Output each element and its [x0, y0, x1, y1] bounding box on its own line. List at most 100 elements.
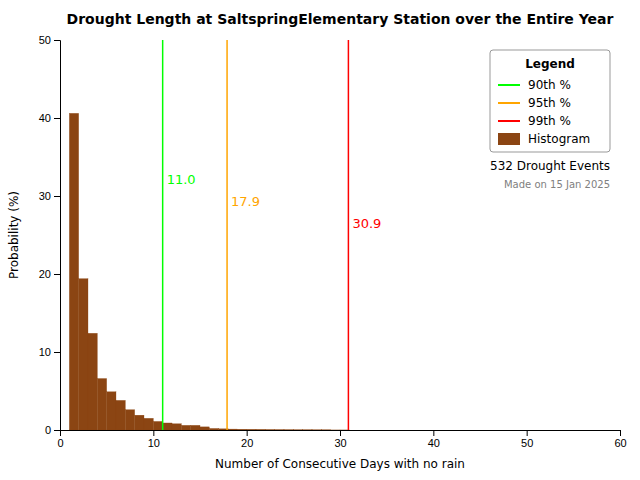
- bar: [144, 418, 153, 430]
- bar: [191, 425, 200, 430]
- tick-mark: [527, 430, 528, 436]
- x-axis-title: Number of Consecutive Days with no rain: [215, 457, 465, 471]
- bar: [293, 429, 302, 430]
- bar: [97, 379, 106, 430]
- legend-swatch: [498, 120, 520, 122]
- legend-item: 90th %: [498, 78, 571, 92]
- tick: 30: [334, 430, 346, 449]
- percentile-labels: 11.0 17.9 30.9: [167, 172, 382, 231]
- legend-title: Legend: [525, 57, 575, 71]
- bar: [284, 429, 293, 430]
- tick-mark: [340, 430, 341, 436]
- tick-label: 10: [148, 437, 160, 449]
- tick: 20: [39, 268, 60, 280]
- bar: [163, 423, 172, 430]
- tick-mark: [433, 430, 434, 436]
- bar: [265, 429, 274, 430]
- bar: [79, 279, 88, 430]
- axis-line: [61, 431, 621, 437]
- bar: [312, 429, 321, 430]
- plot-area: 0 10 20 30 40 50 60 0 10 20 30 40 50 11.0 17.9 30.9 Lege…: [39, 34, 627, 449]
- tick-mark: [54, 118, 60, 119]
- tick-mark: [54, 196, 60, 197]
- tick-mark: [54, 274, 60, 275]
- legend-swatch: [498, 102, 520, 104]
- legend-item: 99th %: [498, 114, 571, 128]
- tick-mark: [153, 430, 154, 436]
- bar: [237, 429, 246, 430]
- tick: 40: [428, 430, 440, 449]
- title: Drought Length at SaltspringElementary S…: [67, 11, 614, 27]
- tick-mark: [54, 40, 60, 41]
- annotation: 532 Drought Events: [490, 159, 610, 173]
- chart: 0 10 20 30 40 50 60 0 10 20 30 40 50 11.0 17.9 30.9 Lege…: [0, 0, 640, 480]
- legend-swatch: [498, 133, 520, 145]
- legend-label: Histogram: [528, 132, 590, 146]
- tick: 0: [57, 430, 63, 449]
- bar: [247, 429, 256, 430]
- bar: [275, 429, 284, 430]
- tick-label: 0: [57, 437, 63, 449]
- legend: Legend 90th % 95th % 99th % Histogram: [490, 50, 610, 152]
- percentile-label: 30.9: [352, 216, 381, 231]
- bar: [107, 392, 116, 430]
- tick-label: 10: [39, 346, 51, 358]
- y-axis: 0 10 20 30 40 50: [39, 34, 61, 436]
- tick: 50: [39, 34, 60, 46]
- legend-item: 95th %: [498, 96, 571, 110]
- legend-item: Histogram: [498, 132, 590, 146]
- marks: [69, 40, 349, 430]
- tick: 0: [45, 424, 60, 436]
- percentile-line: [226, 40, 228, 430]
- bar: [153, 421, 162, 430]
- annotation: Made on 15 Jan 2025: [504, 179, 610, 190]
- histogram-bars: [69, 113, 349, 430]
- tick-label: 20: [241, 437, 253, 449]
- bar: [116, 400, 125, 430]
- tick: 60: [614, 430, 626, 449]
- tick: 40: [39, 112, 60, 124]
- bar: [303, 429, 312, 430]
- annotations: 532 Drought Events Made on 15 Jan 2025: [490, 159, 610, 190]
- tick-mark: [620, 430, 621, 436]
- bar: [88, 333, 97, 430]
- tick-mark: [54, 352, 60, 353]
- x-axis: 0 10 20 30 40 50 60: [57, 430, 626, 449]
- bar: [321, 429, 330, 430]
- tick-label: 40: [428, 437, 440, 449]
- tick: 30: [39, 190, 60, 202]
- percentile-line: [162, 40, 164, 430]
- tick-mark: [54, 430, 60, 431]
- tick-mark: [247, 430, 248, 436]
- tick-label: 40: [39, 112, 51, 124]
- legend-box: [490, 50, 610, 152]
- bar: [172, 424, 181, 430]
- y-axis-title: Probability (%): [7, 191, 21, 279]
- legend-swatch: [498, 84, 520, 86]
- tick: 10: [39, 346, 60, 358]
- tick-label: 60: [614, 437, 626, 449]
- percentile-label: 17.9: [231, 194, 260, 209]
- tick: 50: [521, 430, 533, 449]
- percentile-label: 11.0: [167, 172, 196, 187]
- axis-line: [54, 41, 61, 431]
- bar: [181, 425, 190, 430]
- percentile-line: [348, 40, 350, 430]
- bar: [331, 429, 340, 430]
- tick-label: 20: [39, 268, 51, 280]
- bar: [69, 113, 78, 430]
- legend-label: 90th %: [528, 78, 571, 92]
- tick: 10: [148, 430, 160, 449]
- bar: [125, 410, 134, 430]
- bar: [200, 427, 209, 430]
- tick-label: 50: [521, 437, 533, 449]
- tick-label: 0: [45, 424, 51, 436]
- legend-label: 95th %: [528, 96, 571, 110]
- bar: [135, 415, 144, 430]
- tick-label: 30: [39, 190, 51, 202]
- bar: [209, 428, 218, 430]
- legend-label: 99th %: [528, 114, 571, 128]
- tick: 20: [241, 430, 253, 449]
- tick-label: 30: [334, 437, 346, 449]
- tick-label: 50: [39, 34, 51, 46]
